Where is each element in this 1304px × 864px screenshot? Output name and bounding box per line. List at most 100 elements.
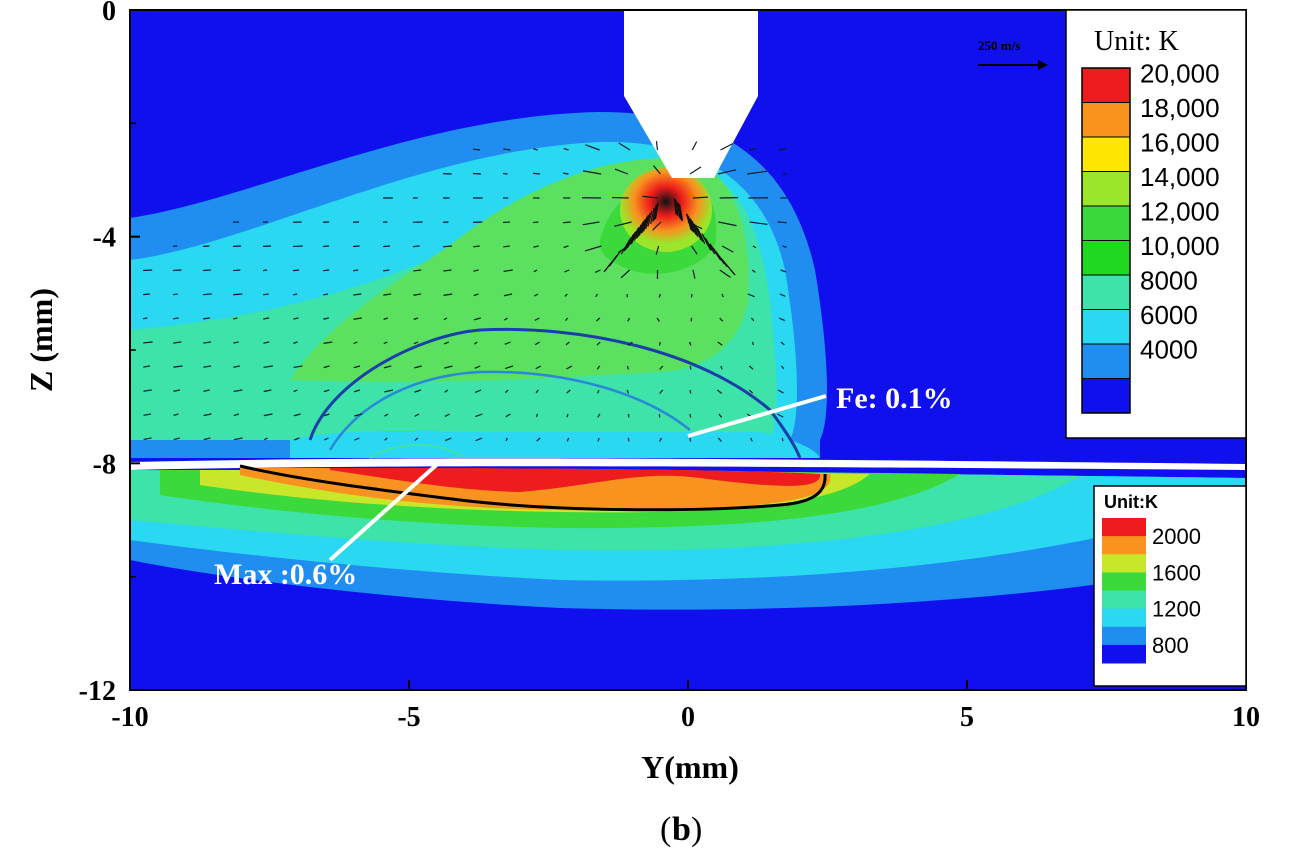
velocity-vector	[566, 389, 571, 394]
velocity-vector	[626, 365, 629, 370]
velocity-vector	[717, 341, 723, 346]
arc-legend-label: 20,000	[1140, 59, 1220, 89]
velocity-vector	[692, 269, 696, 279]
velocity-vector	[749, 221, 768, 225]
x-tick-label: 10	[1232, 702, 1260, 733]
velocity-vector	[323, 341, 333, 344]
velocity-vector	[689, 365, 692, 370]
velocity-vector	[748, 365, 754, 370]
velocity-vector	[323, 293, 329, 296]
velocity-vector	[383, 293, 392, 296]
fe-annotation-pointer	[687, 394, 827, 438]
arc-legend-swatch	[1082, 102, 1130, 138]
velocity-vector	[233, 293, 243, 296]
velocity-vector	[604, 254, 618, 272]
y-axis: 0 -4 -8 -12	[79, 0, 140, 707]
pool-legend-swatch	[1102, 518, 1146, 537]
velocity-vector	[533, 172, 541, 175]
arc-legend-swatch	[1082, 171, 1130, 207]
velocity-vector	[263, 317, 270, 320]
arc-legend-labels: 20,000 18,000 16,000 14,000 12,000 10,000 8000…	[1140, 59, 1220, 365]
velocity-vector	[503, 245, 510, 248]
arc-legend-swatches	[1081, 67, 1131, 414]
velocity-vector	[690, 219, 698, 236]
velocity-vector	[263, 389, 272, 393]
velocity-vector	[533, 221, 539, 224]
velocity-vector	[534, 317, 540, 321]
velocity-vector	[597, 437, 600, 442]
velocity-vector	[443, 341, 450, 345]
velocity-vector	[443, 269, 452, 272]
velocity-vector	[293, 269, 300, 272]
x-axis: -10 -5 0 5 10	[111, 680, 1260, 733]
pool-legend-swatch	[1102, 572, 1146, 591]
velocity-vector	[263, 293, 269, 296]
velocity-vector	[384, 437, 388, 441]
velocity-vector	[533, 148, 538, 151]
velocity-vector	[585, 144, 600, 151]
y-tick-label: -12	[79, 676, 116, 707]
arc-temperature-legend: Unit: K 20,000 18,000 16,000 14,000 12,000 10…	[1065, 9, 1247, 439]
workpiece-surface	[130, 458, 1246, 470]
pool-legend-label: 1200	[1152, 597, 1201, 622]
velocity-vector	[203, 317, 211, 320]
velocity-vector	[692, 196, 708, 199]
velocity-vector	[143, 317, 148, 320]
velocity-vector	[688, 341, 692, 346]
velocity-vector	[647, 210, 653, 227]
velocity-vector	[720, 143, 734, 151]
velocity-vector	[504, 341, 511, 345]
velocity-vector	[718, 413, 723, 418]
arc-legend-swatch	[1082, 378, 1130, 414]
velocity-vector	[203, 413, 212, 417]
velocity-vector	[751, 341, 755, 346]
velocity-vector	[566, 413, 569, 418]
velocity-vector	[596, 341, 601, 346]
velocity-vector	[354, 437, 360, 441]
velocity-vector	[293, 389, 298, 393]
velocity-vector	[383, 365, 392, 369]
y-tick-label: 0	[102, 0, 116, 27]
velocity-vector	[618, 142, 631, 151]
velocity-vector	[233, 317, 238, 320]
velocity-vector	[173, 437, 180, 441]
velocity-vector	[627, 231, 637, 248]
velocity-vector	[652, 205, 657, 222]
velocity-vector	[443, 245, 453, 248]
arc-legend-swatch	[1082, 206, 1130, 241]
velocity-vector	[650, 207, 655, 224]
velocity-vector	[659, 437, 662, 442]
velocity-vector	[596, 317, 601, 322]
velocity-vector	[473, 269, 479, 272]
max-annotation-pointer	[328, 458, 444, 562]
velocity-vector	[642, 195, 659, 199]
velocity-vector	[624, 233, 635, 251]
velocity-vector	[536, 437, 541, 442]
velocity-vector	[143, 365, 151, 368]
velocity-vector	[233, 413, 240, 417]
velocity-vector	[474, 341, 478, 345]
velocity-vector	[203, 365, 212, 368]
velocity-vector	[445, 437, 452, 442]
velocity-vector	[719, 317, 724, 322]
velocity-vector	[652, 221, 662, 231]
velocity-vector	[233, 437, 243, 441]
velocity-vector	[384, 389, 394, 393]
velocity-vector	[749, 147, 757, 151]
velocity-vector	[293, 365, 303, 369]
velocity-vector	[782, 245, 787, 248]
velocity-vector	[353, 317, 362, 320]
velocity-vector	[353, 341, 358, 345]
velocity-vector	[293, 341, 298, 344]
velocity-vector	[383, 245, 391, 248]
x-tick-label: 5	[960, 702, 974, 733]
velocity-vector	[565, 341, 570, 346]
velocity-vector	[475, 437, 483, 442]
arc-legend-title: Unit: K	[1094, 26, 1179, 57]
velocity-vector	[564, 293, 568, 297]
velocity-vector	[293, 413, 301, 417]
velocity-vector	[143, 293, 150, 296]
velocity-vector	[627, 317, 631, 322]
velocity-vector	[414, 389, 422, 393]
velocity-vector	[173, 389, 181, 392]
